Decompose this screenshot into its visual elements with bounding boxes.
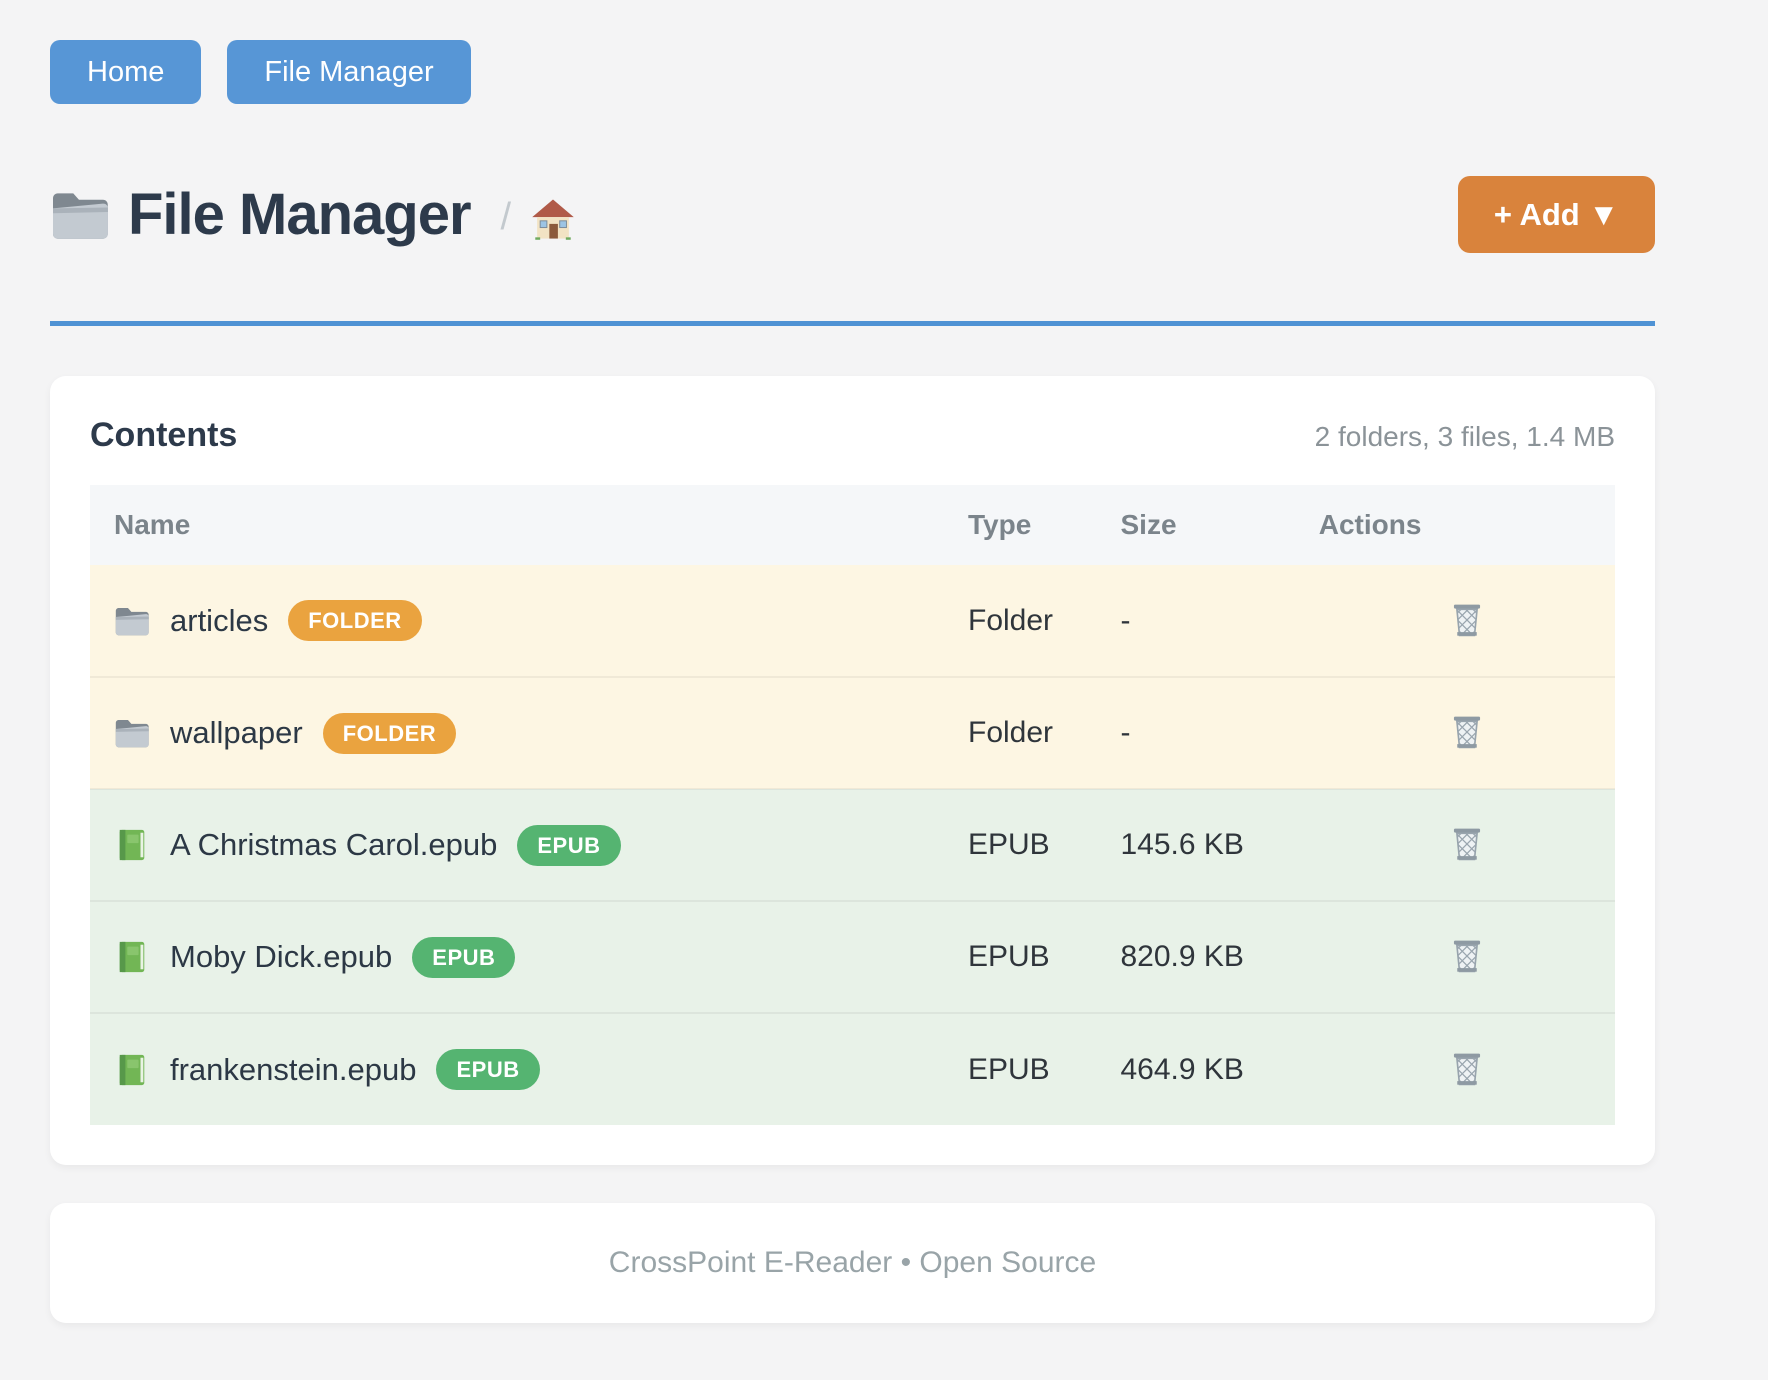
table-row: articles FOLDER Folder - bbox=[90, 565, 1615, 677]
folder-icon bbox=[114, 604, 150, 638]
type-cell: EPUB bbox=[968, 1052, 1050, 1086]
type-badge: EPUB bbox=[517, 824, 621, 866]
delete-button[interactable] bbox=[1443, 707, 1491, 757]
contents-summary: 2 folders, 3 files, 1.4 MB bbox=[1314, 421, 1615, 452]
size-cell: 820.9 KB bbox=[1120, 940, 1244, 973]
type-badge: EPUB bbox=[412, 936, 516, 978]
type-cell: Folder bbox=[968, 603, 1054, 637]
book-icon bbox=[114, 940, 150, 974]
type-cell: EPUB bbox=[968, 828, 1050, 861]
column-header-name: Name bbox=[90, 485, 944, 565]
table-header-row: Name Type Size Actions bbox=[90, 485, 1615, 565]
table-row: Moby Dick.epub EPUB EPUB 820.9 KB bbox=[90, 901, 1615, 1013]
delete-button[interactable] bbox=[1443, 819, 1491, 869]
breadcrumb-separator: / bbox=[500, 196, 512, 238]
add-button[interactable]: + Add ▼ bbox=[1457, 176, 1655, 253]
title-divider bbox=[50, 321, 1655, 326]
file-name[interactable]: A Christmas Carol.epub bbox=[170, 827, 498, 862]
table-body: articles FOLDER Folder - wallpaper FOLDE… bbox=[90, 565, 1615, 1125]
footer-text: CrossPoint E-Reader • Open Source bbox=[608, 1246, 1097, 1279]
size-cell: - bbox=[1120, 716, 1131, 749]
house-icon[interactable] bbox=[531, 197, 575, 241]
contents-card: Contents 2 folders, 3 files, 1.4 MB Name… bbox=[50, 376, 1655, 1165]
file-manager-button[interactable]: File Manager bbox=[227, 40, 471, 104]
home-button[interactable]: Home bbox=[50, 40, 202, 104]
delete-button[interactable] bbox=[1443, 931, 1491, 981]
page-title: File Manager bbox=[128, 182, 472, 247]
column-header-type: Type bbox=[944, 485, 1097, 565]
size-cell: - bbox=[1120, 603, 1131, 637]
footer-card: CrossPoint E-Reader • Open Source bbox=[50, 1203, 1655, 1323]
column-header-actions: Actions bbox=[1294, 485, 1615, 565]
table-row: A Christmas Carol.epub EPUB EPUB 145.6 K… bbox=[90, 789, 1615, 901]
trash-icon bbox=[1449, 937, 1485, 975]
top-nav: Home File Manager bbox=[50, 0, 1655, 104]
type-badge: FOLDER bbox=[322, 712, 457, 754]
type-cell: EPUB bbox=[968, 940, 1050, 973]
type-badge: FOLDER bbox=[288, 600, 422, 641]
column-header-size: Size bbox=[1096, 485, 1295, 565]
delete-button[interactable] bbox=[1443, 595, 1491, 645]
page-header: File Manager / + Add ▼ bbox=[50, 176, 1655, 253]
trash-icon bbox=[1449, 825, 1485, 863]
book-icon bbox=[114, 1053, 150, 1087]
file-name[interactable]: wallpaper bbox=[170, 715, 303, 750]
size-cell: 145.6 KB bbox=[1120, 828, 1244, 861]
contents-heading: Contents bbox=[90, 416, 238, 454]
book-icon bbox=[114, 828, 150, 862]
table-row: wallpaper FOLDER Folder - bbox=[90, 677, 1615, 789]
table-row: frankenstein.epub EPUB EPUB 464.9 KB bbox=[90, 1013, 1615, 1125]
trash-icon bbox=[1449, 1050, 1485, 1088]
folder-icon bbox=[50, 189, 110, 241]
folder-icon bbox=[114, 716, 150, 750]
file-name[interactable]: Moby Dick.epub bbox=[170, 939, 393, 974]
type-cell: Folder bbox=[968, 716, 1054, 749]
trash-icon bbox=[1449, 713, 1485, 751]
file-table: Name Type Size Actions articles FOLDER F… bbox=[90, 485, 1615, 1125]
type-badge: EPUB bbox=[436, 1049, 540, 1090]
file-name[interactable]: frankenstein.epub bbox=[170, 1051, 417, 1087]
delete-button[interactable] bbox=[1443, 1044, 1491, 1094]
size-cell: 464.9 KB bbox=[1120, 1052, 1244, 1086]
trash-icon bbox=[1449, 601, 1485, 639]
file-name[interactable]: articles bbox=[170, 602, 269, 638]
